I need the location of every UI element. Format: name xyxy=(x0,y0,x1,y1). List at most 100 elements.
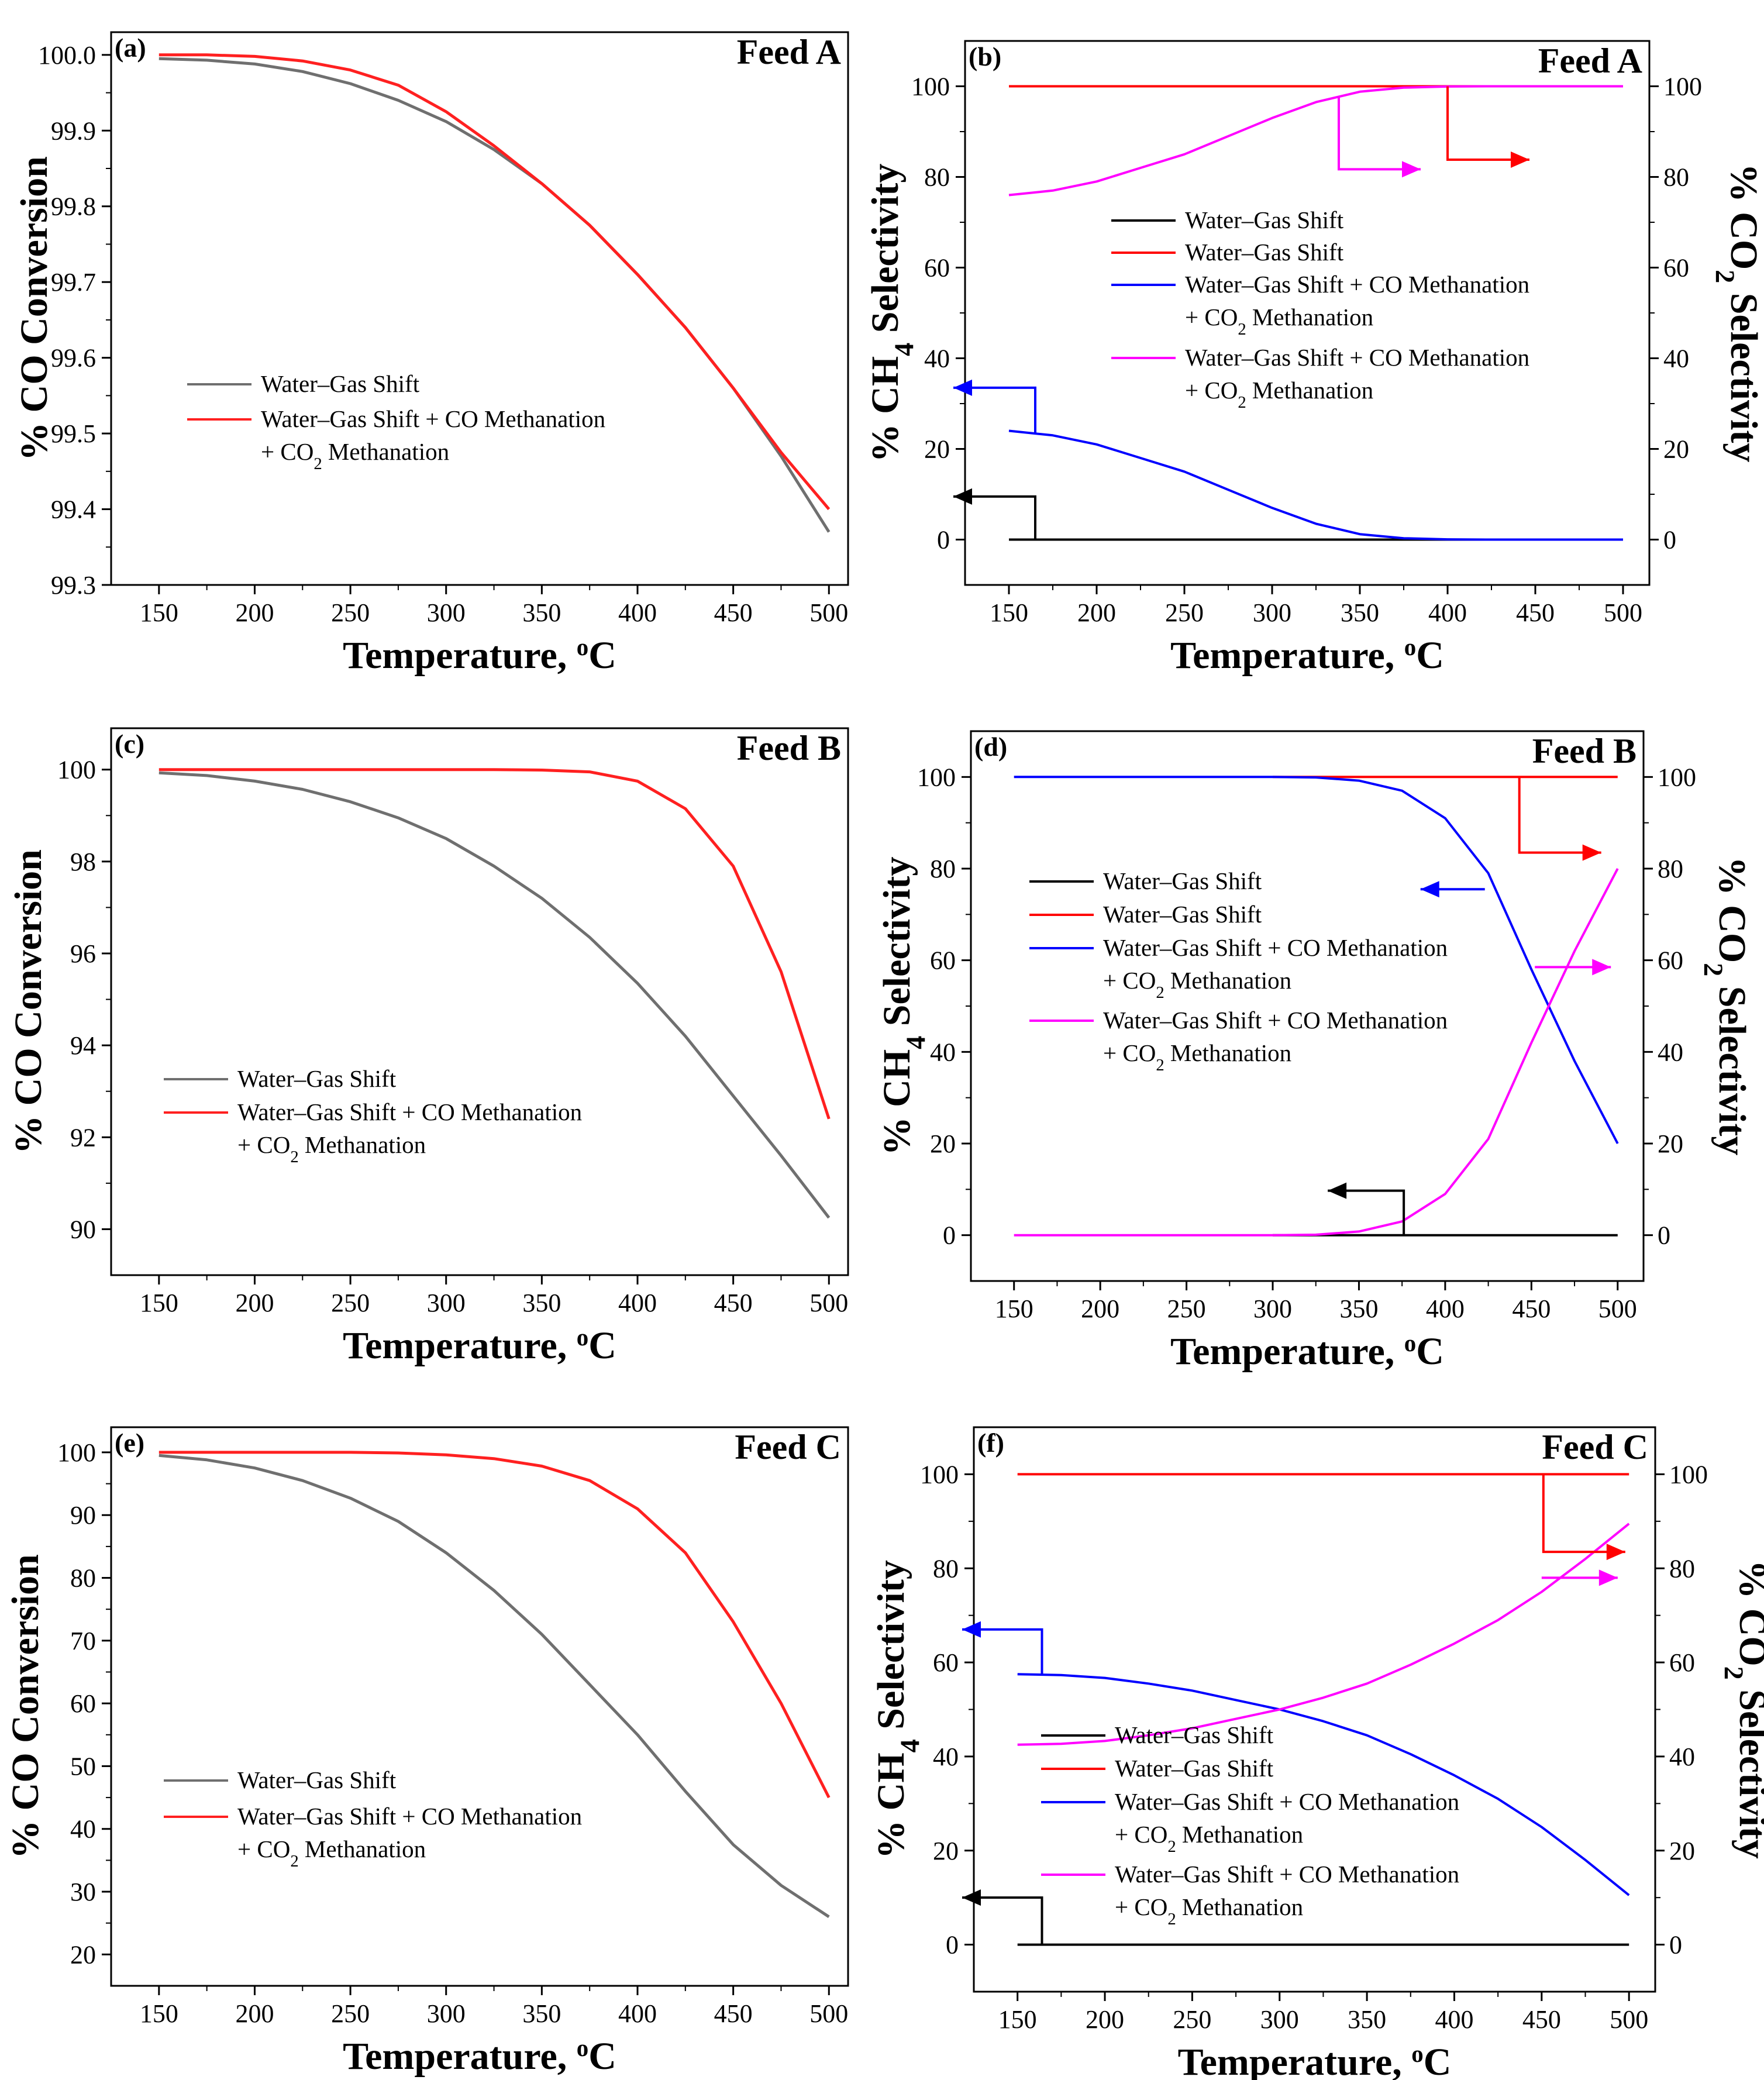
legend-label-3: Water–Gas Shift + CO Methanation xyxy=(1103,1007,1448,1034)
panel-label: (b) xyxy=(969,42,1001,71)
x-tick-label: 200 xyxy=(235,598,274,627)
x-tick-label: 250 xyxy=(1173,2005,1211,2034)
y-axis-title: % CO Conversion xyxy=(4,1554,47,1859)
legend-label-1: Water–Gas Shift xyxy=(1115,1755,1274,1782)
y-tick-label: 20 xyxy=(930,1129,956,1158)
legend-label-3: Water–Gas Shift + CO Methanation xyxy=(1185,344,1529,371)
legend-label-0: Water–Gas Shift xyxy=(261,370,420,397)
x-tick-label: 300 xyxy=(1253,1294,1292,1323)
x-tick-label: 350 xyxy=(1341,598,1379,627)
x-tick-label: 450 xyxy=(1512,1294,1551,1323)
y-right-tick-label: 100 xyxy=(1663,73,1702,101)
x-tick-label: 200 xyxy=(1081,1294,1119,1323)
y-tick-label: 20 xyxy=(70,1940,96,1969)
axis-arrow-2-line xyxy=(962,1628,1043,1675)
plot-frame xyxy=(110,1426,849,1987)
y-right-tick-label: 40 xyxy=(1663,345,1689,373)
legend: Water–Gas Shift Water–Gas Shift Water–Gas … xyxy=(1029,867,1448,1075)
series-line-3 xyxy=(1008,85,1623,197)
legend-label-2: Water–Gas Shift + CO Methanation xyxy=(1103,934,1448,961)
x-tick-label: 450 xyxy=(1516,598,1555,627)
y-right-tick-label: 80 xyxy=(1663,163,1689,192)
series-line-1 xyxy=(159,53,831,511)
x-tick-label: 450 xyxy=(714,1999,753,2028)
axis-arrow-0-head xyxy=(962,1889,981,1906)
x-tick-label: 400 xyxy=(618,1289,657,1317)
y-tick-label: 60 xyxy=(933,1648,959,1677)
axis-arrow-1-head xyxy=(1582,844,1601,861)
y-right-tick-label: 20 xyxy=(1663,435,1689,464)
x-tick-label: 300 xyxy=(1253,598,1291,627)
x-axis-title: Temperature, oC xyxy=(1178,2041,1452,2080)
x-tick-label: 450 xyxy=(714,598,753,627)
y-tick-label: 30 xyxy=(70,1878,96,1906)
legend-label-3-line2: + CO2 Methanation xyxy=(1185,377,1373,412)
y-right-tick-label: 60 xyxy=(1669,1648,1695,1677)
x-tick-label: 250 xyxy=(331,1289,370,1317)
legend: Water–Gas Shift Water–Gas Shift Water–Gas … xyxy=(1111,206,1529,412)
x-axis-title: Temperature, oC xyxy=(1170,634,1444,677)
x-tick-label: 500 xyxy=(1604,598,1642,627)
axis-arrow-1-head xyxy=(1606,1544,1625,1561)
series-line-1 xyxy=(159,768,831,1120)
x-tick-label: 500 xyxy=(1610,2005,1648,2034)
series-line-0 xyxy=(159,771,831,1219)
panel-label: (e) xyxy=(115,1428,144,1458)
y-right-tick-label: 40 xyxy=(1669,1742,1695,1771)
y-tick-label: 99.6 xyxy=(51,344,96,373)
panel-label: (c) xyxy=(115,729,144,759)
y-tick-label: 100 xyxy=(57,756,96,784)
x-tick-label: 350 xyxy=(1348,2005,1386,2034)
x-axis-title: Temperature, oC xyxy=(343,634,616,677)
feed-label: Feed B xyxy=(1532,732,1636,770)
x-tick-label: 200 xyxy=(1086,2005,1124,2034)
legend-label-1: Water–Gas Shift + CO Methanation xyxy=(261,405,605,432)
y-right-tick-label: 100 xyxy=(1658,763,1696,791)
y-right-tick-label: 80 xyxy=(1658,855,1683,883)
feed-label: Feed C xyxy=(1542,1428,1648,1466)
y-tick-label: 99.9 xyxy=(51,116,96,145)
x-axis-title: Temperature, oC xyxy=(343,1324,616,1368)
panel-a: 150 200 250 300 350 400 450 500 99.3 99.4 99.5 99.6… xyxy=(13,31,849,677)
legend-label-0: Water–Gas Shift xyxy=(237,1065,397,1092)
axis-arrow-0-line xyxy=(962,1896,1043,1945)
legend-label-2-line2: + CO2 Methanation xyxy=(1115,1821,1303,1856)
legend-label-3: Water–Gas Shift + CO Methanation xyxy=(1115,1861,1459,1888)
y-tick-label: 99.7 xyxy=(51,268,96,297)
y-tick-label: 0 xyxy=(937,526,950,555)
y-tick-label: 0 xyxy=(943,1221,956,1250)
x-tick-label: 400 xyxy=(1426,1294,1465,1323)
y-tick-label: 94 xyxy=(70,1031,96,1060)
y-right-tick-label: 20 xyxy=(1658,1129,1683,1158)
x-tick-label: 500 xyxy=(809,1999,848,2028)
y-axis-title: % CO Conversion xyxy=(13,156,56,461)
axis-arrow-2-line xyxy=(953,386,1036,434)
x-tick-label: 250 xyxy=(1167,1294,1206,1323)
x-tick-label: 350 xyxy=(522,1999,561,2028)
y-tick-label: 98 xyxy=(70,848,96,876)
feed-label: Feed C xyxy=(735,1428,841,1466)
y-tick-label: 50 xyxy=(70,1752,96,1781)
series-line-0 xyxy=(159,57,831,533)
x-axis-title: Temperature, oC xyxy=(343,2035,616,2078)
axis-arrow-1-line xyxy=(1542,1474,1625,1554)
y-tick-label: 100 xyxy=(911,73,950,101)
y-axis-title-left: % CH4 Selectivity xyxy=(870,1560,925,1859)
y-tick-label: 20 xyxy=(924,435,950,464)
legend-label-1-line2: + CO2 Methanation xyxy=(237,1131,426,1166)
y-tick-label: 90 xyxy=(70,1215,96,1244)
x-tick-label: 500 xyxy=(1598,1294,1637,1323)
y-tick-label: 60 xyxy=(924,254,950,283)
axis-arrow-0-line xyxy=(1328,1189,1405,1235)
y-right-tick-label: 20 xyxy=(1669,1837,1695,1865)
x-tick-label: 500 xyxy=(809,598,848,627)
panel-d: 150 200 250 300 350 400 450 500 0 0 20 20 40 40 60 60 80… xyxy=(876,730,1753,1373)
x-tick-label: 350 xyxy=(522,1289,561,1317)
y-tick-label: 99.3 xyxy=(51,571,96,600)
x-axis-title: Temperature, oC xyxy=(1170,1330,1444,1373)
x-tick-label: 250 xyxy=(331,1999,370,2028)
series-line-1 xyxy=(159,1451,831,1799)
series-line-2 xyxy=(1017,1673,1630,1896)
feed-label: Feed A xyxy=(737,33,841,71)
panel-label: (a) xyxy=(115,33,146,63)
